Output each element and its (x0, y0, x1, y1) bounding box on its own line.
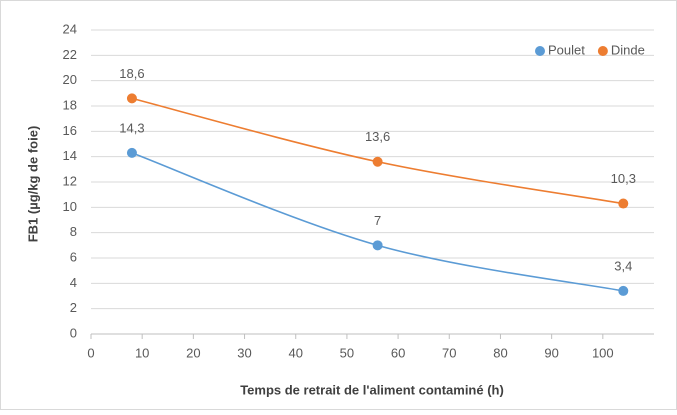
x-tick-label: 0 (87, 345, 94, 360)
data-point (372, 156, 383, 167)
y-axis-label: FB1 (µg/kg de foie) (25, 126, 40, 243)
x-tick-label: 80 (493, 345, 507, 360)
x-tick-label: 50 (340, 345, 354, 360)
data-label: 10,3 (611, 171, 636, 186)
y-tick-label: 4 (70, 275, 77, 290)
legend-label: Poulet (548, 42, 585, 57)
data-point (618, 198, 629, 209)
y-tick-label: 24 (63, 21, 77, 36)
data-label: 13,6 (365, 129, 390, 144)
y-tick-label: 18 (63, 97, 77, 112)
x-tick-label: 20 (186, 345, 200, 360)
x-axis-label: Temps de retrait de l'aliment contaminé … (240, 382, 504, 397)
data-point (126, 93, 137, 104)
x-tick-label: 10 (135, 345, 149, 360)
data-label: 14,3 (119, 120, 144, 135)
y-tick-label: 20 (63, 72, 77, 87)
data-point (372, 240, 383, 251)
legend-label: Dinde (611, 42, 645, 57)
x-tick-label: 90 (544, 345, 558, 360)
y-tick-label: 2 (70, 300, 77, 315)
y-tick-label: 22 (63, 47, 77, 62)
y-tick-label: 14 (63, 148, 77, 163)
legend-marker (535, 46, 545, 56)
data-label: 7 (374, 213, 381, 228)
data-point (618, 285, 629, 296)
x-tick-label: 60 (391, 345, 405, 360)
x-tick-label: 40 (288, 345, 302, 360)
y-tick-label: 10 (63, 199, 77, 214)
x-tick-label: 100 (592, 345, 614, 360)
y-tick-label: 16 (63, 123, 77, 138)
data-point (126, 147, 137, 158)
data-label: 3,4 (614, 258, 632, 273)
legend-marker (597, 46, 608, 56)
x-tick-label: 30 (237, 345, 251, 360)
y-tick-label: 0 (70, 325, 77, 340)
x-tick-label: 70 (442, 345, 456, 360)
y-tick-label: 8 (70, 224, 77, 239)
y-tick-label: 12 (63, 173, 77, 188)
y-tick-label: 6 (70, 249, 77, 264)
data-label: 18,6 (119, 66, 144, 81)
